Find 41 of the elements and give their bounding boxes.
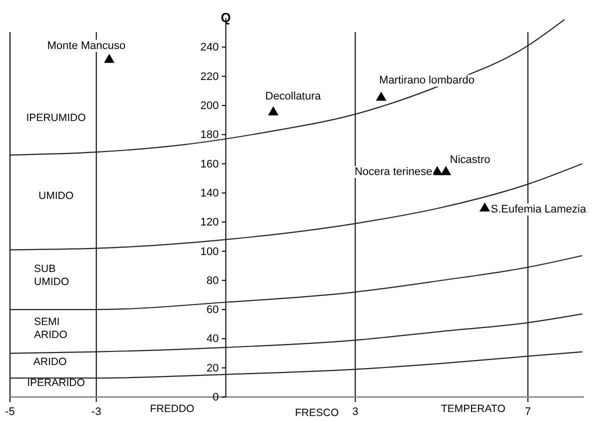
annotation: SUB UMIDO [34, 263, 69, 288]
annotation: IPERUMIDO [26, 112, 86, 124]
x-tick-label: 3 [352, 406, 358, 418]
y-tick-label: 20 [206, 362, 219, 374]
point [432, 166, 443, 176]
annotation: Nocera terinese [354, 166, 432, 178]
point [104, 54, 115, 63]
annotation: Monte Mancuso [47, 40, 126, 52]
point [268, 106, 279, 116]
point [440, 166, 452, 176]
line-series [9, 313, 583, 354]
y-tick-label: 60 [206, 304, 219, 316]
y-tick-label: 200 [200, 100, 219, 112]
annotation: Nicastro [450, 154, 490, 166]
annotation: ARIDO [33, 356, 67, 368]
y-tick-label: 140 [200, 187, 219, 200]
text: FRESCO [295, 407, 339, 419]
point [376, 92, 386, 101]
y-tick-label: 40 [206, 333, 219, 346]
point [479, 202, 490, 212]
y-tick-label: 220 [200, 70, 219, 83]
annotation: S.Eufemia Lamezia [490, 204, 587, 216]
y-tick-label: 180 [200, 129, 219, 142]
y-tick-label: 100 [200, 246, 219, 258]
y-tick-label: 240 [200, 42, 219, 54]
annotation: IPERARIDO [27, 377, 85, 389]
y-axis-title: Q [220, 10, 231, 25]
annotation: SEMI ARIDO [34, 316, 68, 341]
y-tick-label: 80 [206, 274, 219, 287]
text: TEMPERATO [441, 403, 506, 415]
x-tick-label: -5 [5, 406, 15, 418]
x-tick-label: -3 [91, 406, 102, 418]
annotation: UMIDO [38, 190, 74, 202]
line-series [9, 351, 583, 379]
annotation: Martirano lombardo [379, 74, 475, 87]
y-tick-label: 160 [200, 158, 219, 170]
text: FREDDO [150, 403, 194, 415]
annotation: Decollatura [265, 90, 322, 102]
y-tick-label: 120 [200, 216, 219, 229]
x-tick-label: 7 [524, 406, 531, 418]
y-tick-label: 0 [212, 392, 219, 404]
